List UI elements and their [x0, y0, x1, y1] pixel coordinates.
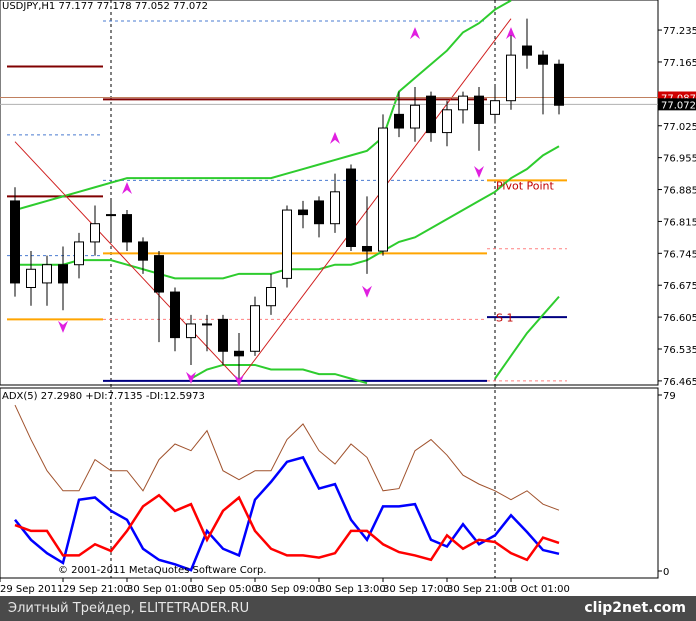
x-tick-label: 30 Sep 17:00 — [383, 584, 450, 595]
annotation: S 1 — [496, 312, 513, 325]
chart-title: USDJPY,H1 77.177 77.178 77.052 77.072 — [2, 1, 208, 12]
y-tick-label: 76.815 — [663, 217, 696, 228]
fractal-arrow — [474, 165, 484, 178]
candle-body — [394, 113, 404, 129]
x-tick-label: 29 Sep 21:00 — [63, 584, 130, 595]
footer: Элитный Трейдер, ELITETRADER.RU clip2net… — [0, 596, 696, 621]
fractal-arrow — [58, 320, 68, 333]
candle-body — [234, 350, 244, 357]
fractal-arrow — [330, 131, 340, 144]
y-tick-label: 0 — [663, 567, 669, 578]
x-tick-label: 30 Sep 05:00 — [191, 584, 258, 595]
x-tick-label: 30 Sep 13:00 — [319, 584, 386, 595]
x-tick-label: 30 Sep 01:00 — [127, 584, 194, 595]
footer-logo: clip2net.com — [584, 600, 686, 616]
fractal-arrow — [410, 27, 420, 40]
y-tick-label: 76.745 — [663, 249, 696, 260]
candle-body — [554, 63, 564, 106]
fractal-arrow — [234, 374, 244, 387]
price-tag-label: 77.072 — [661, 100, 696, 111]
x-tick-label: 30 Sep 21:00 — [447, 584, 514, 595]
x-tick-label: 3 Oct 01:00 — [511, 584, 570, 595]
y-tick-label: 77.025 — [663, 122, 696, 133]
candle-body — [314, 200, 324, 225]
candle-body — [522, 45, 532, 56]
candle-body — [26, 268, 36, 288]
candle-body — [474, 95, 484, 124]
y-tick-label: 76.885 — [663, 186, 696, 197]
candle-body — [282, 209, 292, 279]
footer-text: Элитный Трейдер, ELITETRADER.RU — [8, 601, 250, 616]
candle-body — [138, 241, 148, 261]
candle-body — [122, 214, 132, 243]
candle-body — [170, 291, 180, 339]
candle-body — [330, 191, 340, 225]
candle-body — [186, 323, 196, 339]
candle-body — [506, 54, 516, 102]
y-tick-label: 77.235 — [663, 26, 696, 37]
candle-body — [10, 200, 20, 284]
candle-body — [58, 264, 68, 284]
indicator-line — [14, 455, 560, 572]
x-tick-label: 29 Sep 2011 — [0, 584, 63, 595]
band-line — [14, 0, 512, 212]
candle-body — [250, 305, 260, 352]
indicator-panel — [0, 387, 659, 579]
candle-body — [218, 318, 228, 352]
fractal-arrow — [362, 285, 372, 298]
candle-body — [202, 323, 212, 326]
candle-body — [458, 95, 468, 111]
annotation: Pivot Point — [496, 180, 554, 193]
indicator-title: ADX(5) 27.2980 +DI:7.7135 -DI:12.5973 — [2, 391, 205, 402]
candle-body — [74, 241, 84, 266]
fractal-arrow — [122, 181, 132, 194]
candle-body — [298, 209, 308, 216]
candle-body — [154, 255, 164, 293]
candle-body — [538, 54, 548, 65]
y-tick-label: 76.605 — [663, 313, 696, 324]
candle-body — [106, 214, 116, 217]
candle-body — [410, 104, 420, 129]
price-tag-box — [658, 98, 696, 111]
candle-body — [346, 168, 356, 247]
copyright: © 2001-2011 MetaQuotes Software Corp. — [58, 565, 266, 576]
y-tick-label: 76.535 — [663, 345, 696, 356]
candle-body — [42, 264, 52, 284]
y-tick-label: 76.955 — [663, 154, 696, 165]
y-tick-label: 76.465 — [663, 377, 696, 388]
y-tick-label: 79 — [663, 391, 676, 402]
x-tick-label: 30 Sep 09:00 — [255, 584, 322, 595]
band-line — [190, 295, 560, 385]
candle-body — [362, 245, 372, 252]
indicator-line — [14, 404, 560, 511]
fractal-arrow — [506, 27, 516, 40]
candle-body — [90, 223, 100, 243]
candle-body — [442, 109, 452, 134]
chart: 77.235 77.165 77.025 76.955 76.885 76.815 76.7… — [0, 0, 696, 595]
candle-body — [426, 95, 436, 134]
y-tick-label: 76.675 — [663, 281, 696, 292]
price-panel — [0, 0, 659, 386]
indicator-line — [14, 493, 560, 562]
candle-body — [378, 127, 388, 252]
candle-body — [266, 286, 276, 307]
y-tick-label: 77.165 — [663, 58, 696, 69]
candle-body — [490, 100, 500, 115]
fractal-arrow — [186, 371, 196, 384]
